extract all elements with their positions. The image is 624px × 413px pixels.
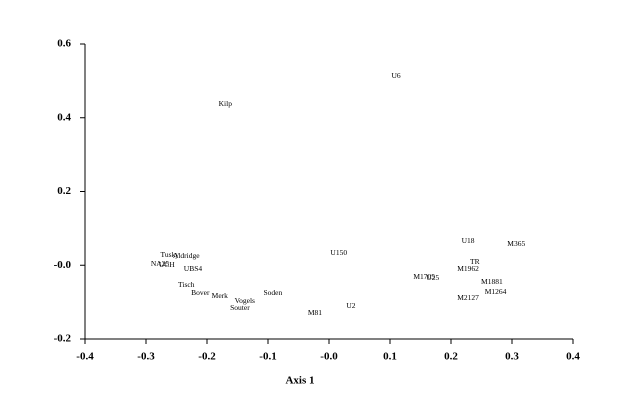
point-label: UCH — [159, 260, 175, 269]
point-label: M1881 — [481, 277, 503, 286]
point-label: Souter — [230, 303, 250, 312]
point-label: Bover — [191, 288, 210, 297]
point-label: Kilp — [219, 99, 233, 108]
x-tick-label: 0.4 — [566, 351, 580, 363]
y-tick-label: 0.6 — [57, 38, 71, 50]
x-tick-label: -0.2 — [198, 351, 216, 363]
point-label: U6 — [392, 71, 401, 80]
x-axis-label: Axis 1 — [285, 375, 314, 387]
y-tick-label: 0.4 — [57, 111, 71, 123]
x-tick-label: -0.3 — [137, 351, 155, 363]
x-tick-label: 0.1 — [383, 351, 397, 363]
x-tick-label: -0.0 — [320, 351, 338, 363]
y-tick-label: -0.0 — [54, 259, 72, 271]
point-label: U150 — [330, 248, 347, 257]
point-label: U2 — [346, 301, 355, 310]
x-tick-label: -0.4 — [76, 351, 94, 363]
point-label: Merk — [212, 291, 228, 300]
point-label: Vogels — [235, 296, 255, 305]
point-label: M1705 — [413, 272, 435, 281]
point-label: Tusky — [161, 250, 180, 259]
point-label: U18 — [462, 236, 475, 245]
x-tick-label: 0.3 — [505, 351, 519, 363]
point-label: M1264 — [485, 287, 507, 296]
y-tick-label: -0.2 — [54, 333, 72, 345]
point-label: UBS4 — [184, 264, 203, 273]
x-tick-label: -0.1 — [259, 351, 276, 363]
point-label: M1962 — [457, 264, 479, 273]
y-tick-label: 0.2 — [57, 185, 71, 197]
point-label: M365 — [507, 239, 525, 248]
point-label: TR — [470, 257, 480, 266]
point-label: M81 — [308, 308, 322, 317]
point-label: M2127 — [457, 293, 479, 302]
point-label: Tisch — [178, 280, 195, 289]
point-label: U25 — [426, 273, 439, 282]
point-label: Soden — [264, 288, 283, 297]
x-tick-label: 0.2 — [444, 351, 458, 363]
point-label: NA25 — [151, 259, 170, 268]
point-label: Aldridge — [173, 251, 200, 260]
